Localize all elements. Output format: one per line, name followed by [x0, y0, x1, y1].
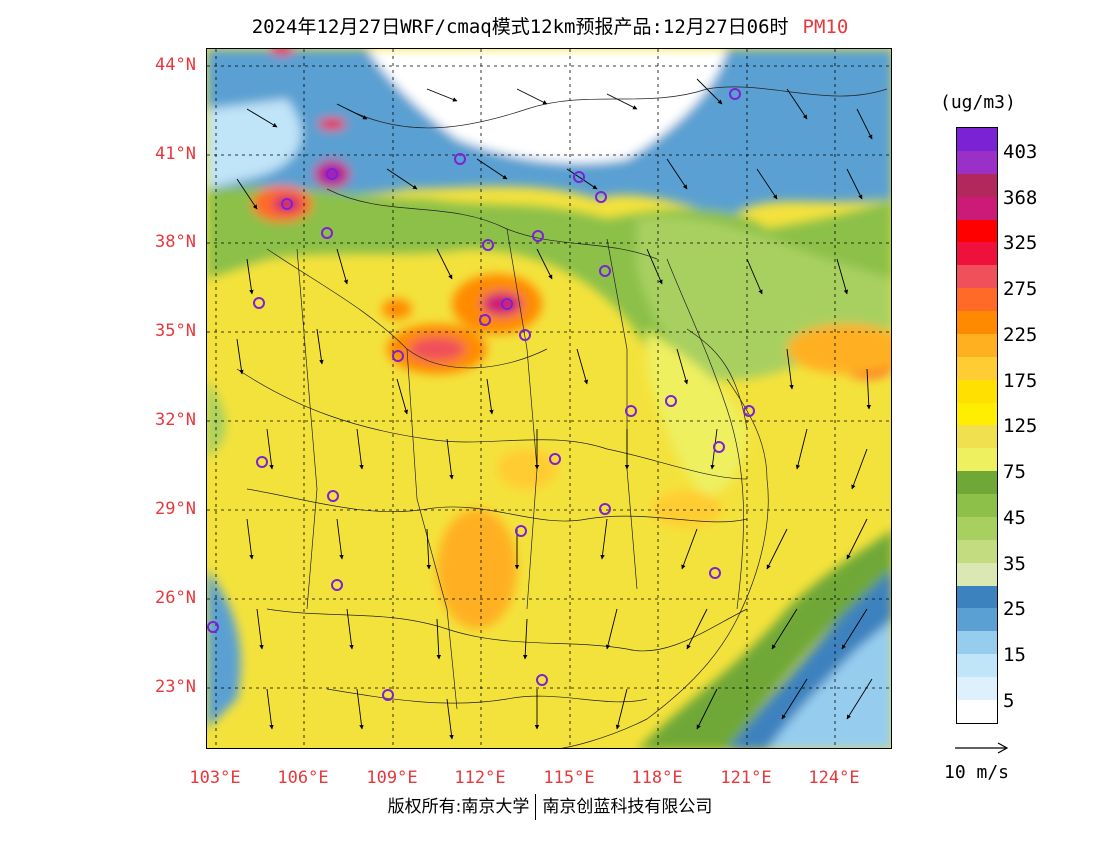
- colorbar-segment: [957, 242, 997, 266]
- colorbar-segment: [957, 128, 997, 151]
- company-name: 南京创蓝科技有限公司: [542, 797, 713, 817]
- colorbar-segment: [957, 516, 997, 540]
- copyright-text: 版权所有:南京大学: [387, 797, 530, 817]
- colorbar-segment: [957, 288, 997, 311]
- colorbar-label: 368: [1003, 187, 1038, 209]
- colorbar-segment: [957, 631, 997, 655]
- lon-label: 118°E: [631, 768, 683, 788]
- city-markers: [207, 88, 755, 701]
- colorbar-label: 275: [1003, 278, 1038, 300]
- colorbar-label: 75: [1003, 461, 1026, 483]
- boundaries: [236, 86, 888, 748]
- wind-vectors: [236, 78, 873, 740]
- colorbar: [956, 127, 998, 724]
- colorbar-segment: [957, 425, 997, 449]
- colorbar-label: 325: [1003, 232, 1038, 254]
- colorbar-segment: [957, 150, 997, 174]
- colorbar-label: 15: [1003, 644, 1026, 666]
- lon-label: 109°E: [366, 768, 418, 788]
- colorbar-segment: [957, 402, 997, 426]
- colorbar-label: 5: [1003, 690, 1015, 712]
- footer: 版权所有:南京大学 南京创蓝科技有限公司: [0, 792, 1100, 820]
- wind-reference-label: 10 m/s: [944, 762, 1010, 783]
- colorbar-segment: [957, 219, 997, 243]
- title-text: 2024年12月27日WRF/cmaq模式12km预报产品:12月27日06时: [251, 16, 789, 38]
- colorbar-segment: [957, 471, 997, 494]
- colorbar-segment: [957, 494, 997, 517]
- colorbar-segment: [957, 539, 997, 563]
- lon-label: 103°E: [189, 768, 241, 788]
- lat-label: 26°N: [155, 588, 196, 608]
- colorbar-label: 225: [1003, 324, 1038, 346]
- lat-label: 29°N: [155, 499, 196, 519]
- colorbar-label: 403: [1003, 141, 1038, 163]
- lat-label: 41°N: [155, 144, 196, 164]
- lon-label: 106°E: [277, 768, 329, 788]
- colorbar-segment: [957, 448, 997, 472]
- forecast-map: [206, 48, 892, 749]
- colorbar-segment: [957, 585, 997, 609]
- colorbar-label: 45: [1003, 507, 1026, 529]
- lat-label: 44°N: [155, 55, 196, 75]
- colorbar-segment: [957, 562, 997, 586]
- wind-reference-arrow: [955, 742, 1009, 754]
- lon-label: 115°E: [543, 768, 595, 788]
- colorbar-unit: (ug/m3): [940, 92, 1016, 113]
- lat-label: 35°N: [155, 321, 196, 341]
- lat-label: 38°N: [155, 232, 196, 252]
- lat-label: 23°N: [155, 677, 196, 697]
- pm10-field: [207, 49, 891, 748]
- colorbar-segment: [957, 265, 997, 289]
- footer-separator: [535, 794, 537, 820]
- colorbar-segment: [957, 333, 997, 357]
- colorbar-segment: [957, 699, 997, 723]
- colorbar-segment: [957, 677, 997, 700]
- colorbar-label: 175: [1003, 370, 1038, 392]
- colorbar-segment: [957, 173, 997, 197]
- colorbar-label: 35: [1003, 553, 1026, 575]
- colorbar-segment: [957, 654, 997, 677]
- colorbar-segment: [957, 608, 997, 632]
- lat-label: 32°N: [155, 410, 196, 430]
- map-title: 2024年12月27日WRF/cmaq模式12km预报产品:12月27日06时 P…: [0, 12, 1100, 39]
- colorbar-segment: [957, 196, 997, 220]
- lon-label: 112°E: [454, 768, 506, 788]
- graticule: [207, 49, 891, 748]
- colorbar-label: 125: [1003, 415, 1038, 437]
- colorbar-segment: [957, 311, 997, 334]
- colorbar-segment: [957, 379, 997, 403]
- colorbar-segment: [957, 356, 997, 380]
- lon-label: 121°E: [720, 768, 772, 788]
- variable-name: PM10: [802, 16, 849, 38]
- lon-label: 124°E: [808, 768, 860, 788]
- colorbar-label: 25: [1003, 598, 1026, 620]
